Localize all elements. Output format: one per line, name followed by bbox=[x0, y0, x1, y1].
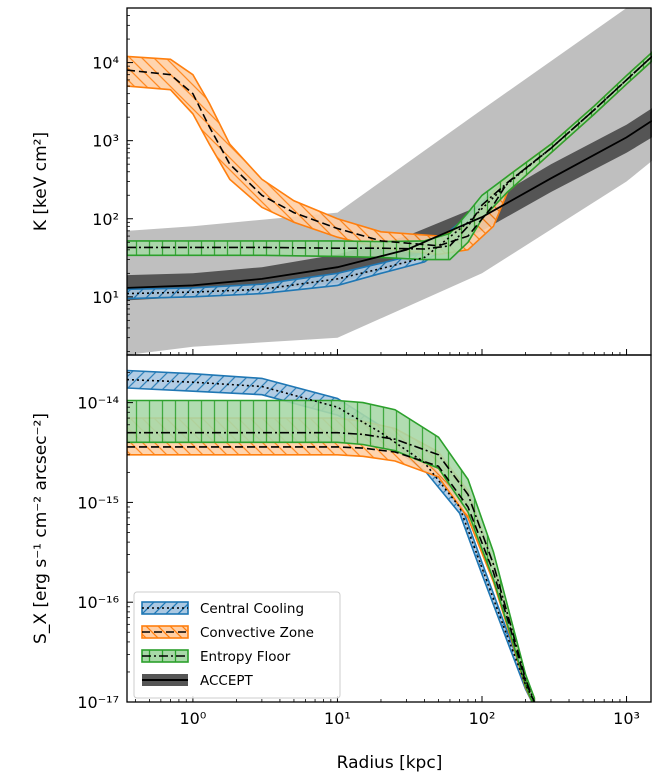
surface-brightness-panel: 10⁰ 10¹ 10² 10³ 10⁻¹⁷ 10⁻¹⁶ 10⁻¹⁵ 10⁻¹⁴ S_X [er… bbox=[31, 354, 652, 773]
x-tick-label: 10³ bbox=[613, 709, 640, 728]
brightness-y-tick-label: 10⁻¹⁶ bbox=[77, 593, 119, 612]
brightness-entropy-floor-line bbox=[127, 431, 536, 702]
entropy-y-tick-label: 10³ bbox=[92, 132, 119, 151]
entropy-accept-line bbox=[127, 119, 652, 289]
radius-x-axis-label: Radius [kpc] bbox=[337, 753, 443, 773]
x-tick-label: 10¹ bbox=[324, 709, 351, 728]
entropy-y-axis-label: K [keV cm²] bbox=[31, 132, 51, 231]
brightness-central-cooling-line bbox=[127, 378, 536, 702]
brightness-y-tick-label: 10⁻¹⁵ bbox=[77, 493, 119, 512]
brightness-convective-zone-line bbox=[127, 446, 536, 702]
legend-label-entropy-floor: Entropy Floor bbox=[200, 649, 291, 665]
entropy-y-tick-label: 10⁴ bbox=[92, 54, 119, 73]
legend-label-accept: ACCEPT bbox=[200, 673, 254, 689]
entropy-y-tick-label: 10² bbox=[92, 210, 119, 229]
legend-swatch-convective-zone bbox=[141, 625, 189, 639]
entropy-entropy-floor-band bbox=[127, 51, 652, 261]
surface-brightness-panel-frame bbox=[126, 354, 652, 703]
x-tick-label: 10² bbox=[469, 709, 496, 728]
legend-label-central-cooling: Central Cooling bbox=[200, 601, 304, 617]
surface-brightness-y-axis-label: S_X [erg s⁻¹ cm⁻² arcsec⁻²] bbox=[31, 413, 51, 644]
brightness-entropy-floor-band bbox=[127, 399, 536, 702]
entropy-panel: 10¹ 10² 10³ 10⁴ K [keV cm²] bbox=[31, 7, 652, 356]
legend-swatch-central-cooling bbox=[141, 601, 189, 615]
brightness-y-tick-label: 10⁻¹⁷ bbox=[77, 693, 119, 712]
legend: Central Cooling Convective Zone Entropy Fl… bbox=[133, 591, 341, 699]
entropy-central-cooling-band bbox=[127, 51, 652, 300]
entropy-entropy-floor-line bbox=[127, 55, 652, 250]
entropy-y-tick-label: 10¹ bbox=[92, 288, 119, 307]
legend-label-convective-zone: Convective Zone bbox=[200, 625, 314, 641]
legend-swatch-entropy-floor bbox=[141, 649, 189, 663]
legend-swatch-accept bbox=[142, 674, 188, 686]
legend-box bbox=[133, 591, 341, 699]
entropy-convective-zone-band bbox=[127, 51, 652, 256]
brightness-y-tick-label: 10⁻¹⁴ bbox=[77, 394, 119, 413]
x-tick-label: 10⁰ bbox=[180, 709, 207, 728]
